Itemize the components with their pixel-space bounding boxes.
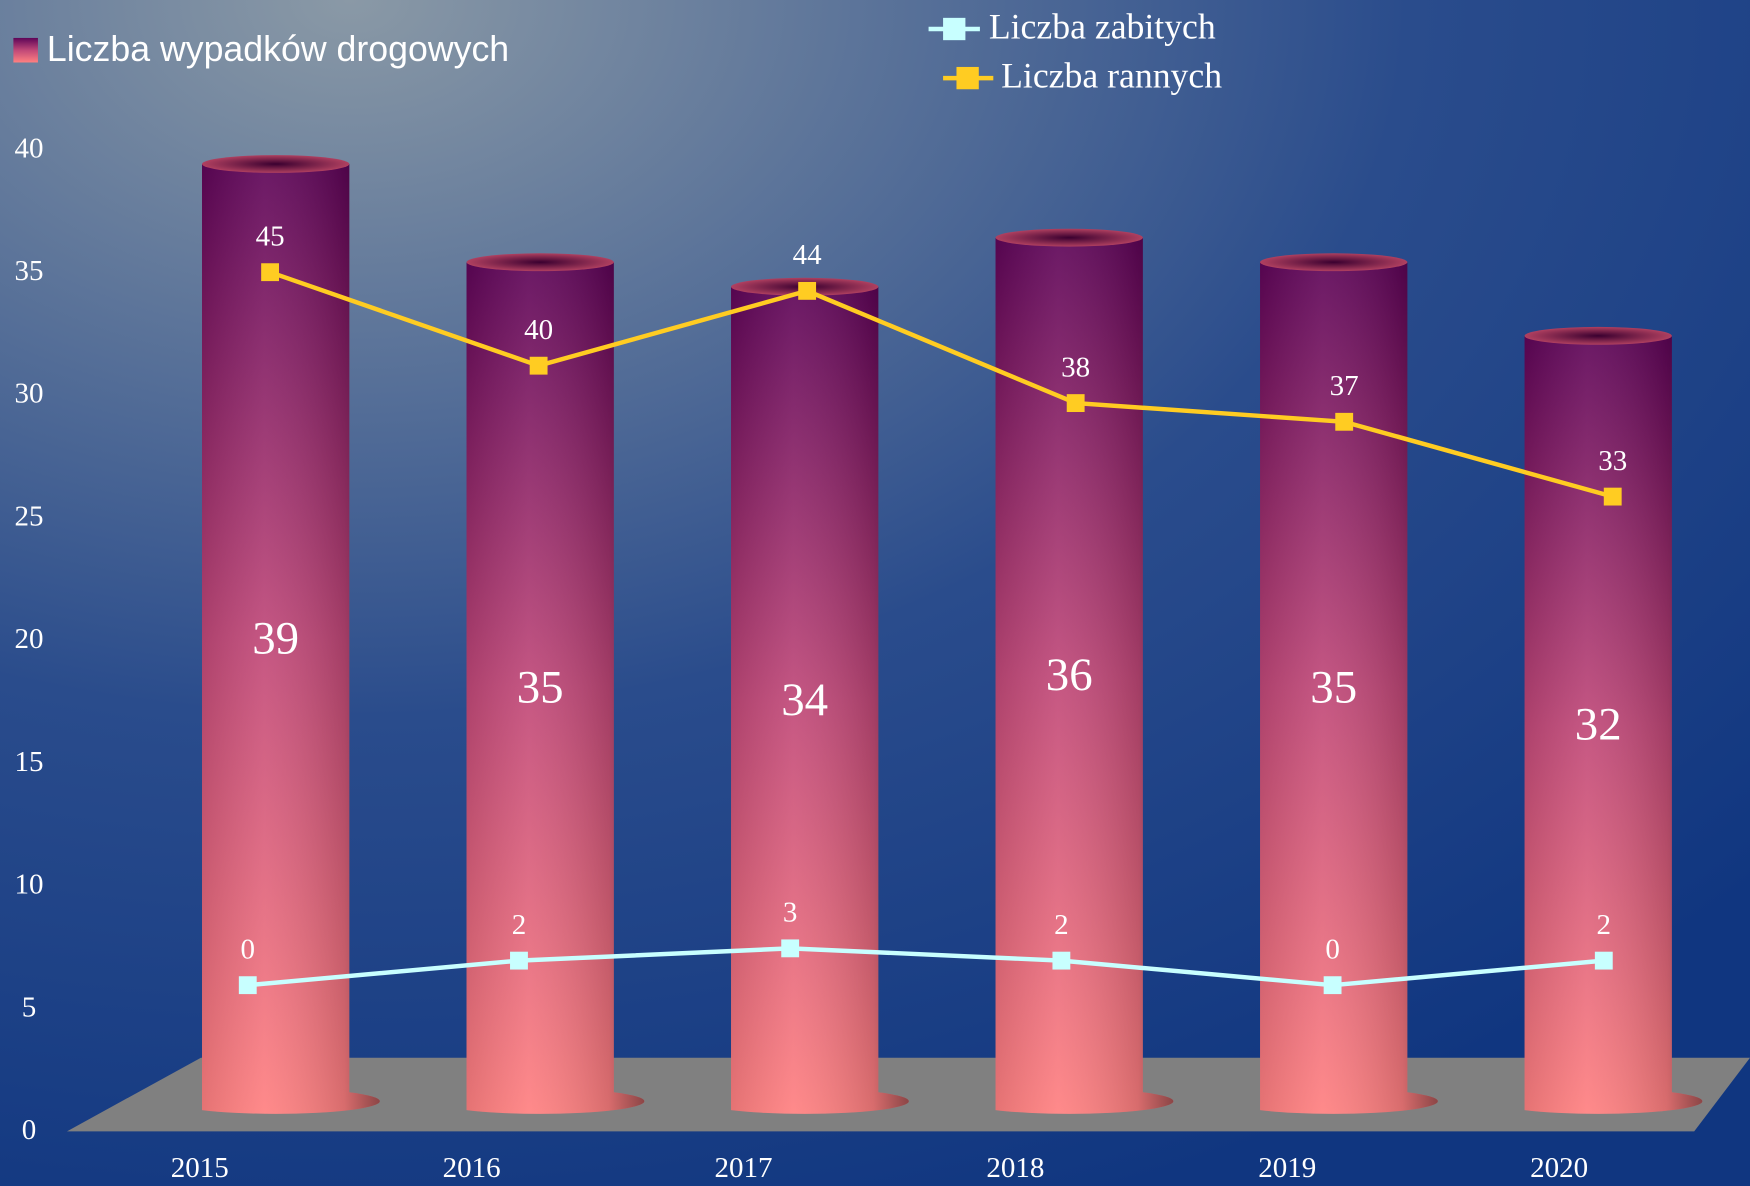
y-tick-label: 5 xyxy=(22,991,37,1023)
data-label: 3 xyxy=(783,897,798,929)
legend-label: Liczba rannych xyxy=(1001,55,1222,95)
line xyxy=(247,946,1604,988)
marker xyxy=(798,281,817,300)
y-tick-label: 20 xyxy=(15,623,44,655)
line xyxy=(269,270,1614,499)
marker xyxy=(261,263,280,282)
bar-shade xyxy=(466,262,645,1114)
legend-label: Liczba wypadków drogowych xyxy=(47,29,509,69)
y-tick-label: 30 xyxy=(15,378,44,410)
data-label: 40 xyxy=(524,314,553,346)
data-label: 37 xyxy=(1330,370,1359,402)
x-tick-label: 2016 xyxy=(443,1152,501,1184)
data-label: 0 xyxy=(1325,933,1340,965)
data-label: 32 xyxy=(1575,698,1622,750)
data-label: 35 xyxy=(1310,661,1357,713)
data-label: 33 xyxy=(1598,445,1627,477)
x-tick-label: 2015 xyxy=(171,1152,229,1184)
y-tick-label: 40 xyxy=(15,132,44,164)
y-tick-label: 10 xyxy=(15,869,44,901)
bar-top xyxy=(202,155,350,173)
bar-top xyxy=(466,253,614,272)
legend-marker xyxy=(956,66,979,90)
data-label: 45 xyxy=(256,220,285,252)
marker xyxy=(1335,412,1354,431)
bar-shade xyxy=(995,237,1174,1114)
marker xyxy=(510,951,528,970)
y-tick-label: 35 xyxy=(15,255,44,287)
marker xyxy=(1594,951,1613,970)
data-label: 44 xyxy=(793,239,823,271)
y-tick-label: 15 xyxy=(15,746,44,778)
data-label: 35 xyxy=(517,661,564,713)
bar-top xyxy=(1524,326,1672,345)
marker xyxy=(1323,976,1342,995)
bar-top xyxy=(1260,253,1408,272)
bar-shade xyxy=(731,286,909,1114)
marker xyxy=(781,939,800,958)
x-tick-label: 2020 xyxy=(1530,1152,1588,1184)
legend-swatch xyxy=(13,37,38,63)
data-label: 39 xyxy=(252,612,299,664)
data-label: 2 xyxy=(1054,909,1069,941)
x-tick-label: 2019 xyxy=(1258,1152,1316,1184)
y-tick-label: 25 xyxy=(15,500,44,532)
marker xyxy=(1052,951,1071,970)
x-tick-label: 2018 xyxy=(986,1152,1044,1184)
data-label: 38 xyxy=(1061,351,1090,383)
data-label: 0 xyxy=(241,933,256,965)
marker xyxy=(1066,394,1085,413)
data-label: 2 xyxy=(512,909,527,941)
marker xyxy=(529,356,548,375)
y-tick-label: 0 xyxy=(22,1114,37,1146)
bar-shade xyxy=(1524,335,1703,1114)
bar-shade xyxy=(202,164,380,1114)
legend-marker xyxy=(943,17,966,41)
x-tick-label: 2017 xyxy=(715,1152,773,1184)
data-label: 34 xyxy=(781,674,828,726)
marker xyxy=(1603,487,1622,506)
data-label: 2 xyxy=(1597,909,1612,941)
bar-shade xyxy=(1260,262,1438,1114)
legend-label: Liczba zabitych xyxy=(989,6,1216,46)
data-label: 36 xyxy=(1046,649,1093,701)
marker xyxy=(238,976,257,995)
bar-top xyxy=(995,228,1143,247)
